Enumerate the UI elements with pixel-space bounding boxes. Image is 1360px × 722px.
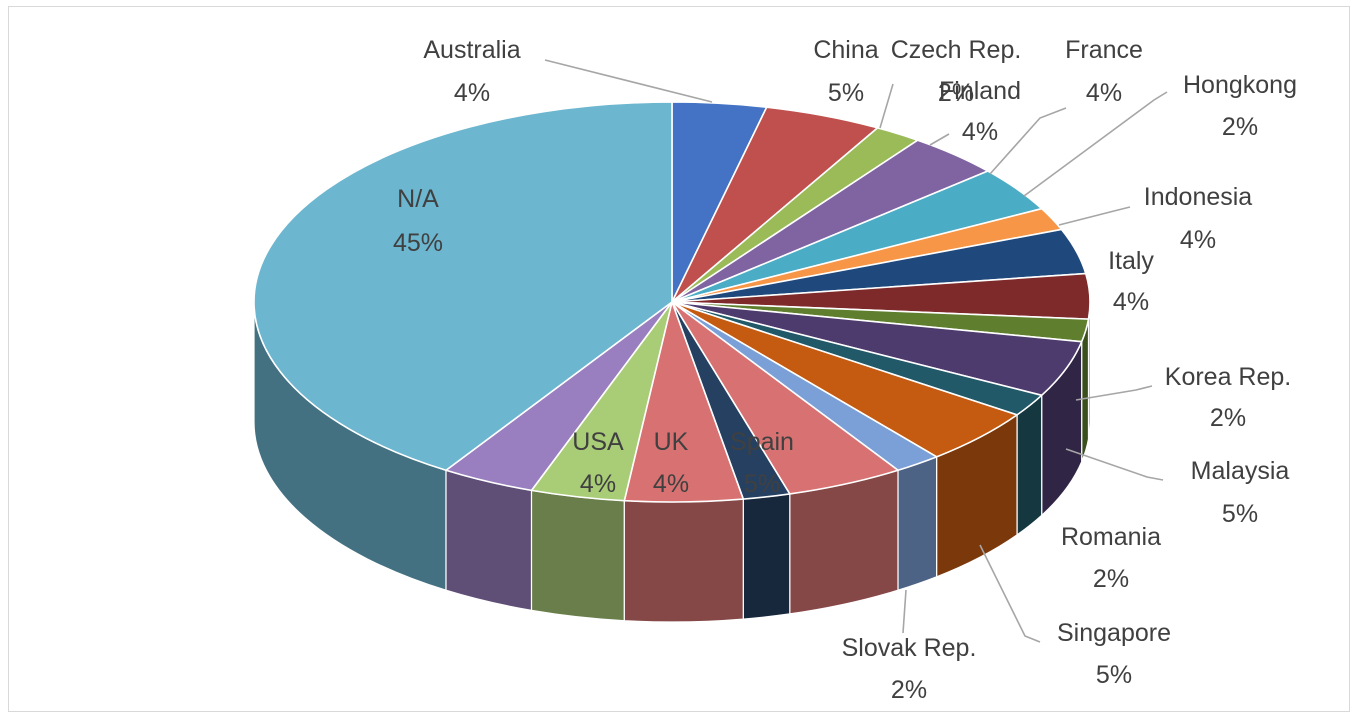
label-pct-indonesia: 4%: [1180, 226, 1216, 254]
pie-side-slovak-rep: [742, 493, 791, 620]
pie-top-layer: [253, 101, 1091, 503]
label-slovak-rep: Slovak Rep.: [842, 634, 977, 662]
label-czech-rep: Czech Rep.: [891, 36, 1022, 64]
label-italy: Italy: [1108, 247, 1154, 275]
label-pct-czech-rep: 2%: [938, 79, 974, 107]
label-pct-italy: 4%: [1113, 288, 1149, 316]
label-pct-hongkong: 2%: [1222, 113, 1258, 141]
label-pct-slovak-rep: 2%: [891, 676, 927, 704]
label-pct-spain: 5%: [744, 470, 780, 498]
label-france: France: [1065, 36, 1143, 64]
label-malaysia: Malaysia: [1191, 457, 1290, 485]
label-singapore: Singapore: [1057, 619, 1171, 647]
leader-line-hongkong: [1023, 91, 1168, 197]
label-china: China: [813, 36, 878, 64]
pie-side-spain: [623, 498, 744, 623]
label-pct-n-a: 45%: [393, 229, 443, 257]
label-pct-uk: 4%: [653, 470, 689, 498]
label-usa: USA: [572, 428, 624, 456]
leader-line-france: [989, 107, 1067, 175]
label-spain: Spain: [730, 428, 794, 456]
leader-line-indonesia: [1058, 206, 1131, 226]
pie-side-usa: [445, 469, 533, 612]
leader-line-czech-rep: [879, 83, 894, 129]
label-pct-malaysia: 5%: [1222, 500, 1258, 528]
label-pct-france: 4%: [1086, 79, 1122, 107]
pie-side-romania: [897, 455, 938, 592]
leader-line-singapore: [979, 544, 1041, 643]
label-hongkong: Hongkong: [1183, 71, 1297, 99]
leader-lines: [544, 59, 1168, 643]
label-n-a: N/A: [397, 185, 439, 213]
label-pct-singapore: 5%: [1096, 661, 1132, 689]
label-uk: UK: [654, 428, 689, 456]
label-indonesia: Indonesia: [1144, 183, 1253, 211]
pie-side-layer: [253, 301, 1091, 623]
pie-slice-n-a: [253, 101, 673, 472]
leader-line-slovak-rep: [902, 589, 907, 634]
leader-line-malaysia: [1065, 448, 1164, 481]
pie-side-uk: [530, 489, 625, 622]
label-australia: Australia: [423, 36, 520, 64]
leader-line-finland: [929, 133, 950, 146]
label-pct-china: 5%: [828, 79, 864, 107]
leader-line-australia: [544, 59, 713, 103]
label-korea-rep: Korea Rep.: [1165, 363, 1291, 391]
label-pct-australia: 4%: [454, 79, 490, 107]
label-finland: Finland: [939, 77, 1021, 105]
leader-line-korea-rep: [1075, 385, 1153, 401]
label-romania: Romania: [1061, 523, 1161, 551]
label-pct-korea-rep: 2%: [1210, 404, 1246, 432]
label-pct-finland: 4%: [962, 118, 998, 146]
label-pct-usa: 4%: [580, 470, 616, 498]
pie-side-korea-rep: [1016, 393, 1043, 537]
label-pct-romania: 2%: [1093, 565, 1129, 593]
